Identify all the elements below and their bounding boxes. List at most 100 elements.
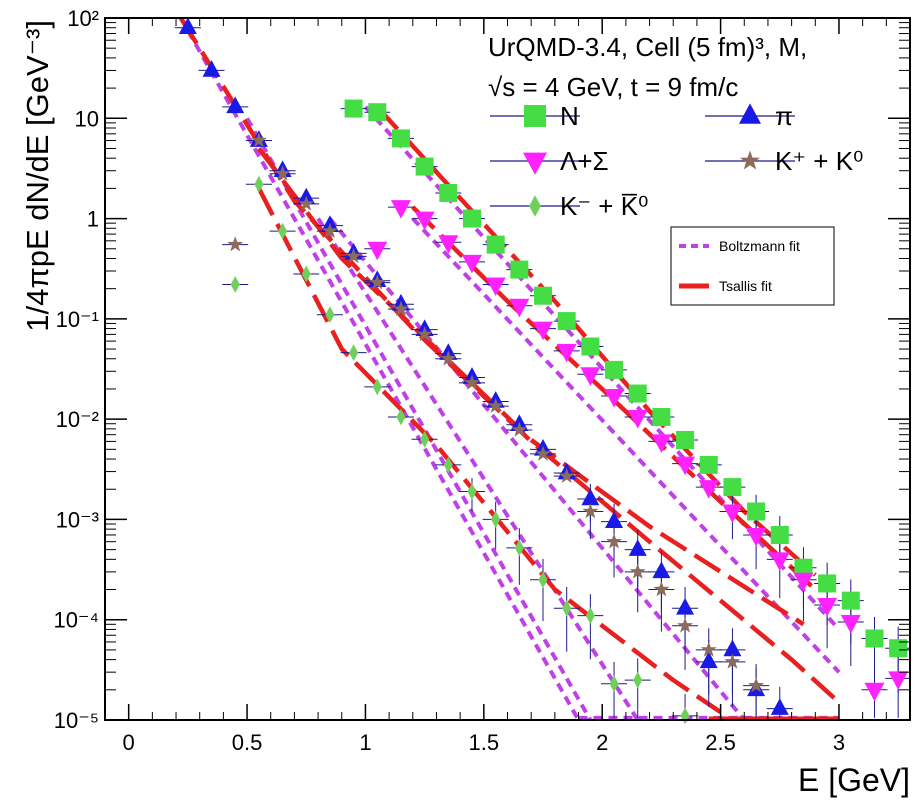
x-tick-label: 0 [123, 730, 135, 755]
series-diamond-point [420, 430, 430, 448]
series-diamond-point [372, 378, 382, 396]
series-triangle-down-point [722, 504, 743, 523]
legend-marker [739, 103, 761, 124]
tsallis-fit-curve [178, 18, 841, 704]
series-triangle-up-point [202, 60, 221, 77]
series-square-point [368, 103, 387, 122]
series-triangle-down-point [580, 367, 601, 386]
series-square-point [534, 286, 553, 305]
series-diamond-point [609, 675, 619, 693]
series-square-point [865, 629, 884, 648]
series-star-point [653, 581, 670, 597]
series-triangle-up-point [581, 488, 600, 506]
y-tick-label: 10⁻³ [56, 507, 99, 532]
axes: 0 0.5 1 1.5 2 2.5 3 10⁻⁵ 10⁻⁴ 10⁻³ 10⁻² 10⁻¹ 1 10 10² [53, 6, 911, 755]
series-star-point [677, 617, 694, 633]
series-diamond-point [254, 175, 264, 193]
series-diamond-point [443, 456, 453, 474]
series-triangle-down-point [367, 241, 388, 261]
series-diamond-point [562, 599, 572, 617]
series-triangle-down-point [438, 235, 459, 254]
legend-label: Λ+Σ [560, 146, 609, 176]
series-star-point [274, 165, 291, 181]
fit-legend-frame [670, 226, 835, 306]
series-triangle-down-point [390, 200, 411, 219]
series-star-point [440, 350, 457, 366]
boltzmann-fit-curve [245, 117, 593, 720]
series-triangle-up-point [178, 17, 197, 35]
series-diamond-point [230, 276, 240, 293]
series-square-point [581, 337, 600, 356]
series-square-point [462, 209, 481, 228]
series-diamond-point [633, 671, 643, 689]
data-markers [178, 17, 909, 725]
series-star-point [700, 641, 717, 657]
series-star-point [298, 195, 315, 211]
annotation-line-2: √s = 4 GeV, t = 9 fm/c [488, 72, 738, 102]
y-tick-label: 10⁻⁵ [54, 708, 99, 733]
series-triangle-down-point [793, 572, 814, 592]
series-star-point [629, 563, 646, 579]
series-diamond-point [585, 607, 595, 624]
series-star-point [535, 445, 551, 461]
series-star-point [464, 374, 480, 390]
series-diamond-point [467, 483, 477, 500]
x-tick-label: 0.5 [232, 730, 263, 755]
series-triangle-down-point [817, 598, 838, 617]
series-triangle-down-point [698, 480, 719, 499]
series-square-point [794, 558, 813, 577]
legend-label: π [775, 101, 793, 131]
legend-label: N [560, 101, 579, 131]
series-star-point [606, 533, 622, 549]
y-tick-label: 10⁻² [56, 407, 99, 432]
legend-marker [529, 195, 541, 217]
boltzmann-fit-curve [411, 217, 841, 674]
series-triangle-down-point [414, 211, 435, 231]
series-star-point [748, 677, 765, 693]
series-square-point [770, 525, 789, 544]
series-triangle-up-point [628, 539, 647, 556]
annotation-line-1: UrQMD-3.4, Cell (5 fm)³, M, [488, 32, 807, 62]
y-tick-label: 10² [67, 6, 99, 31]
series-star-point [511, 421, 528, 437]
series-triangle-down-point [840, 614, 861, 634]
series-square-point [841, 591, 860, 610]
series-triangle-up-point [723, 639, 742, 657]
series-star-point [487, 397, 504, 413]
series-square-point [391, 129, 410, 148]
series-triangle-down-point [485, 277, 506, 297]
series-diamond-point [301, 265, 311, 283]
series-triangle-down-point [769, 552, 790, 571]
legend-marker [740, 150, 760, 170]
y-tick-label: 1 [87, 207, 99, 232]
series-triangle-down-point [888, 671, 909, 690]
series-star-point [345, 248, 362, 264]
boltzmann-fit-label: Boltzmann fit [719, 238, 800, 254]
series-triangle-up-point [699, 651, 718, 669]
y-tick-label: 10⁻¹ [56, 307, 99, 332]
series-square-point [439, 183, 458, 202]
x-tick-label: 1 [359, 730, 371, 755]
fit-legend-box: Boltzmann fit Tsallis fit [670, 226, 835, 306]
series-triangle-up-point [226, 96, 245, 114]
series-triangle-up-point [652, 561, 671, 579]
tsallis-fit-curve [257, 147, 805, 627]
series-square-point [628, 384, 647, 403]
y-axis-label: 1/4πpE dN/dE [GeV⁻³] [20, 20, 55, 332]
series-triangle-up-point [770, 698, 789, 715]
x-axis-label: E [GeV] [798, 762, 910, 798]
series-star-point [227, 236, 244, 252]
series-square-point [699, 455, 718, 474]
tsallis-fit-label: Tsallis fit [719, 278, 772, 294]
legend-marker [523, 152, 547, 175]
series-square-point [344, 99, 363, 118]
series-square-point [818, 574, 837, 593]
series-square-point [510, 260, 529, 279]
series-triangle-down-point [604, 389, 625, 408]
series-star-point [369, 274, 386, 290]
series-diamond-point [514, 539, 524, 557]
series-diamond-point [278, 222, 288, 240]
series-square-point [676, 430, 695, 449]
